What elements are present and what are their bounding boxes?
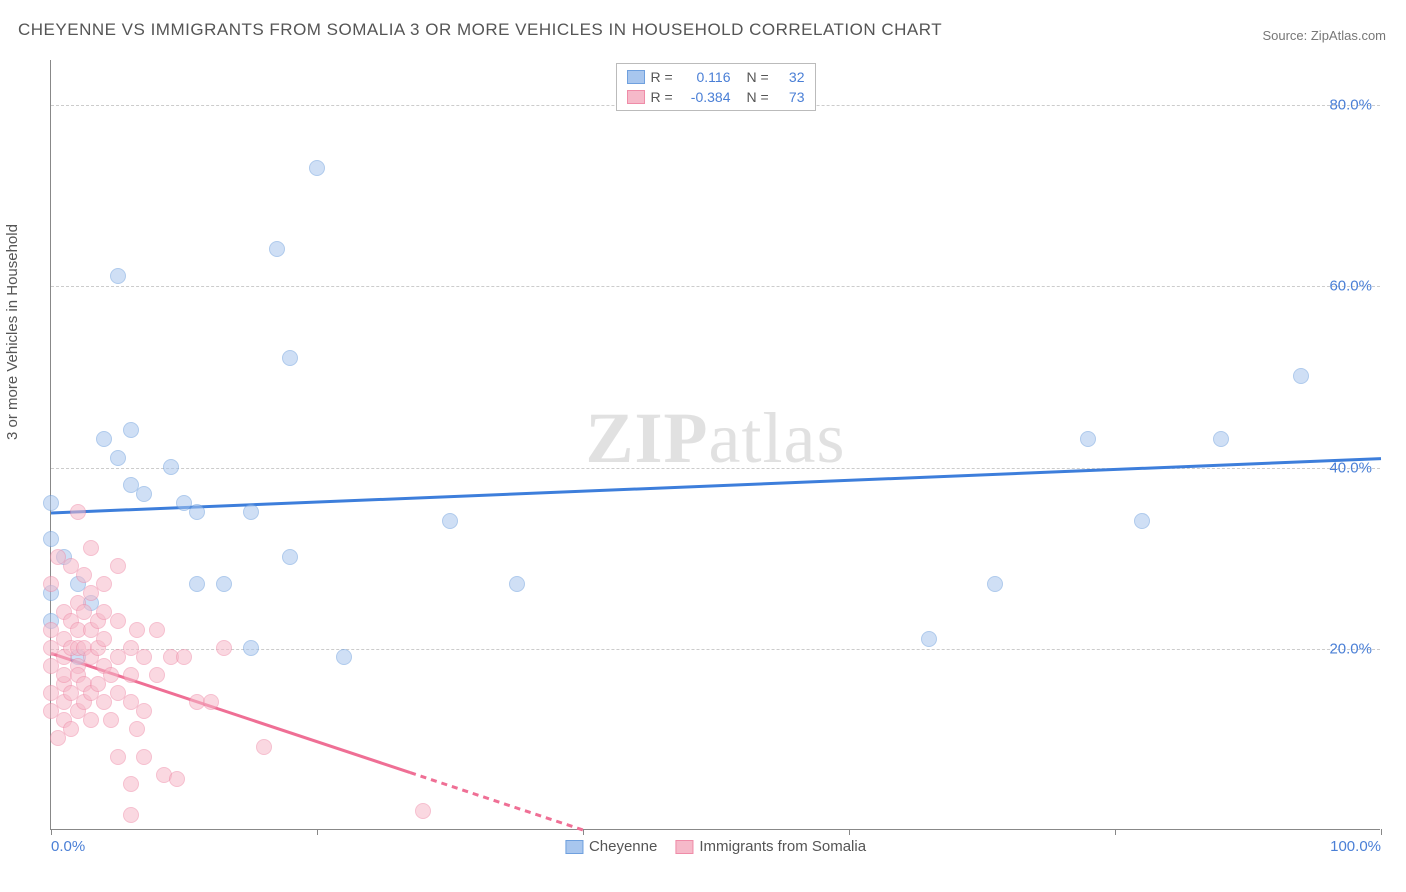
data-point [163,459,179,475]
data-point [189,576,205,592]
legend-n-label: N = [747,67,775,87]
data-point [309,160,325,176]
data-point [136,649,152,665]
data-point [136,703,152,719]
x-tick [583,829,584,835]
data-point [123,422,139,438]
chart-svg [51,60,1380,829]
correlation-legend: R = 0.116 N = 32 R = -0.384 N = 73 [616,63,816,111]
data-point [216,576,232,592]
data-point [282,549,298,565]
data-point [216,640,232,656]
data-point [76,567,92,583]
legend-r-label: R = [651,87,679,107]
legend-swatch [627,70,645,84]
data-point [123,776,139,792]
data-point [169,771,185,787]
legend-series-item: Immigrants from Somalia [675,838,866,855]
data-point [256,739,272,755]
y-tick-label: 60.0% [1329,278,1372,295]
legend-n-label: N = [747,87,775,107]
chart-plot-area: ZIPatlas R =0.116N =32R =-0.384N =73 Che… [50,60,1380,830]
page-title: CHEYENNE VS IMMIGRANTS FROM SOMALIA 3 OR… [18,20,942,40]
data-point [987,576,1003,592]
x-tick [317,829,318,835]
legend-series-item: Cheyenne [565,838,657,855]
x-tick [849,829,850,835]
data-point [1213,431,1229,447]
data-point [336,649,352,665]
data-point [110,268,126,284]
data-point [136,749,152,765]
legend-correlation-row: R = -0.384 N = 73 [627,87,805,107]
data-point [269,241,285,257]
data-point [415,803,431,819]
data-point [509,576,525,592]
y-tick-label: 20.0% [1329,640,1372,657]
data-point [110,613,126,629]
legend-series-label: Immigrants from Somalia [699,838,866,855]
data-point [442,513,458,529]
legend-swatch [627,90,645,104]
data-point [63,721,79,737]
data-point [203,694,219,710]
data-point [123,667,139,683]
source-attribution: Source: ZipAtlas.com [1262,28,1386,43]
legend-n-value: 73 [781,87,805,107]
x-tick-label-left: 0.0% [51,838,85,855]
legend-n-value: 32 [781,67,805,87]
data-point [43,576,59,592]
legend-correlation-row: R = 0.116 N = 32 [627,67,805,87]
data-point [83,712,99,728]
x-tick [1115,829,1116,835]
x-tick [1381,829,1382,835]
data-point [243,640,259,656]
data-point [96,431,112,447]
trend-line-dashed [410,773,583,830]
data-point [149,622,165,638]
data-point [1134,513,1150,529]
x-tick [51,829,52,835]
data-point [1080,431,1096,447]
data-point [921,631,937,647]
x-tick-label-right: 100.0% [1330,838,1381,855]
data-point [103,667,119,683]
data-point [123,807,139,823]
data-point [103,712,119,728]
data-point [110,749,126,765]
data-point [176,649,192,665]
series-legend: Cheyenne Immigrants from Somalia [565,838,866,855]
legend-r-value: 0.116 [685,67,731,87]
legend-r-value: -0.384 [685,87,731,107]
data-point [129,721,145,737]
data-point [96,576,112,592]
y-tick-label: 40.0% [1329,459,1372,476]
data-point [43,531,59,547]
data-point [83,540,99,556]
data-point [189,504,205,520]
legend-r-label: R = [651,67,679,87]
data-point [243,504,259,520]
data-point [282,350,298,366]
data-point [1293,368,1309,384]
data-point [70,504,86,520]
data-point [110,450,126,466]
data-point [96,631,112,647]
data-point [136,486,152,502]
data-point [43,495,59,511]
data-point [129,622,145,638]
data-point [110,558,126,574]
legend-swatch [675,840,693,854]
legend-series-label: Cheyenne [589,838,657,855]
legend-swatch [565,840,583,854]
data-point [149,667,165,683]
y-axis-label: 3 or more Vehicles in Household [4,224,21,440]
y-tick-label: 80.0% [1329,97,1372,114]
